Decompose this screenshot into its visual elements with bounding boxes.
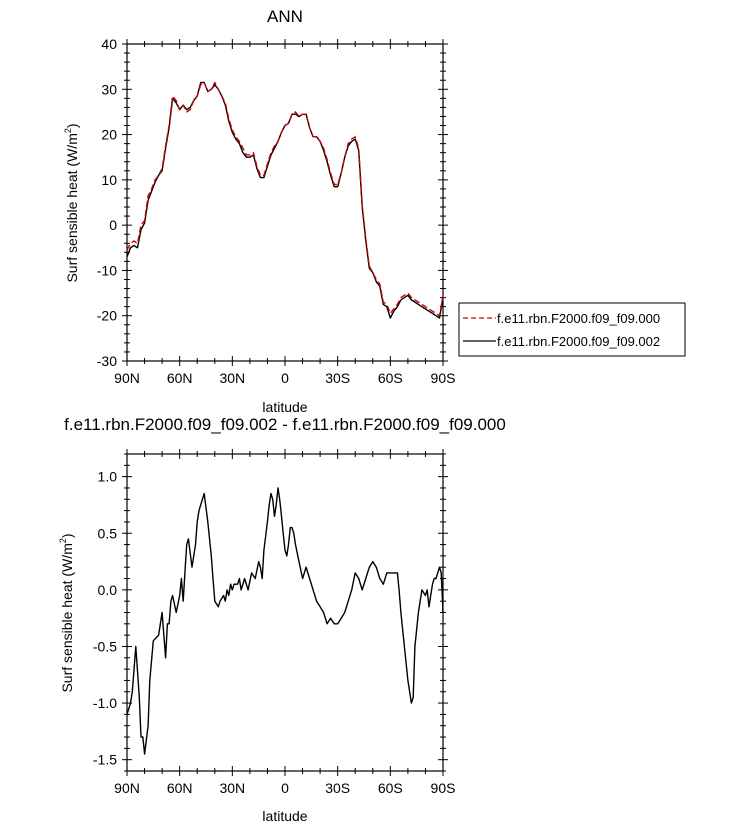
bottom-x-tick-label: 30N [219, 780, 245, 796]
bottom-x-tick-label: 60N [167, 780, 193, 796]
bottom-y-tick-label: -1.0 [93, 695, 117, 711]
bottom-x-tick-label: 0 [281, 780, 289, 796]
bottom-y-tick-label: -1.5 [93, 752, 117, 768]
bottom-y-axis-label: Surf sensible heat (W/m2) [58, 533, 75, 692]
top-series-layer [126, 81, 444, 319]
bottom-y-tick-label: 0.0 [98, 582, 118, 598]
top-series-line-1 [126, 81, 444, 319]
legend-label-series-1: f.e11.rbn.F2000.f09_f09.002 [497, 334, 660, 349]
bottom-y-axis-label-close: ) [59, 533, 75, 538]
top-chart-title: ANN [267, 7, 303, 26]
bottom-chart: f.e11.rbn.F2000.f09_f09.002 - f.e11.rbn.… [58, 415, 506, 824]
top-x-axis-label: latitude [262, 399, 307, 415]
bottom-y-axis-label-sup: 2 [58, 538, 68, 543]
bottom-x-tick-label: 90N [114, 780, 140, 796]
top-y-tick-label: 10 [101, 172, 117, 188]
legend: f.e11.rbn.F2000.f09_f09.000 f.e11.rbn.F2… [458, 302, 686, 357]
top-y-tick-label: -10 [97, 262, 117, 278]
bottom-series-layer [126, 487, 444, 755]
top-y-tick-label: 0 [109, 217, 117, 233]
bottom-x-tick-label: 90S [431, 780, 456, 796]
top-y-axis-label: Surf sensible heat (W/m2) [63, 123, 80, 282]
bottom-series-line-0 [126, 487, 444, 755]
top-y-axis-label-sup: 2 [63, 128, 73, 133]
bottom-x-tick-label: 30S [325, 780, 350, 796]
bottom-plot-area: 90N 60N 30N 0 30S 60S 90S -1.5 -1.0 -0.5 0.0 0.5 1.0 [93, 449, 456, 796]
top-x-tick-label: 90N [114, 370, 140, 386]
top-plot-frame [126, 43, 444, 362]
top-x-tick-label: 30N [219, 370, 245, 386]
top-series-line-0 [126, 81, 444, 317]
bottom-chart-title: f.e11.rbn.F2000.f09_f09.002 - f.e11.rbn.… [64, 415, 506, 434]
bottom-ticks: 90N 60N 30N 0 30S 60S 90S -1.5 -1.0 -0.5 0.0 0.5 1.0 [93, 449, 456, 796]
legend-label-series-0: f.e11.rbn.F2000.f09_f09.000 [497, 311, 660, 326]
bottom-y-tick-label: -0.5 [93, 638, 117, 654]
bottom-y-axis-label-text: Surf sensible heat (W/m [59, 543, 75, 692]
top-y-tick-label: 40 [101, 36, 117, 52]
bottom-x-tick-label: 60S [378, 780, 403, 796]
top-y-tick-label: -20 [97, 308, 117, 324]
top-y-tick-label: 20 [101, 127, 117, 143]
bottom-x-axis-label: latitude [262, 808, 307, 824]
top-plot-area: 90N 60N 30N 0 30S 60S 90S -30 -20 -10 0 10 20 30 40 [97, 36, 456, 386]
top-x-tick-label: 90S [431, 370, 456, 386]
top-x-tick-label: 60N [167, 370, 193, 386]
bottom-y-tick-label: 0.5 [98, 525, 118, 541]
top-chart: ANN 90N 60N 30N 0 30S 60S 90S -30 -20 -10 0 10 20 30 4… [63, 7, 686, 415]
top-y-tick-label: 30 [101, 81, 117, 97]
top-x-tick-label: 0 [281, 370, 289, 386]
top-x-tick-label: 30S [325, 370, 350, 386]
top-y-axis-label-close: ) [64, 123, 80, 128]
top-y-axis-label-text: Surf sensible heat (W/m [64, 133, 80, 282]
bottom-y-tick-label: 1.0 [98, 469, 118, 485]
top-ticks: 90N 60N 30N 0 30S 60S 90S -30 -20 -10 0 10 20 30 40 [97, 36, 456, 386]
top-y-tick-label: -30 [97, 353, 117, 369]
bottom-plot-frame [126, 453, 444, 772]
top-x-tick-label: 60S [378, 370, 403, 386]
legend-box [458, 302, 686, 357]
